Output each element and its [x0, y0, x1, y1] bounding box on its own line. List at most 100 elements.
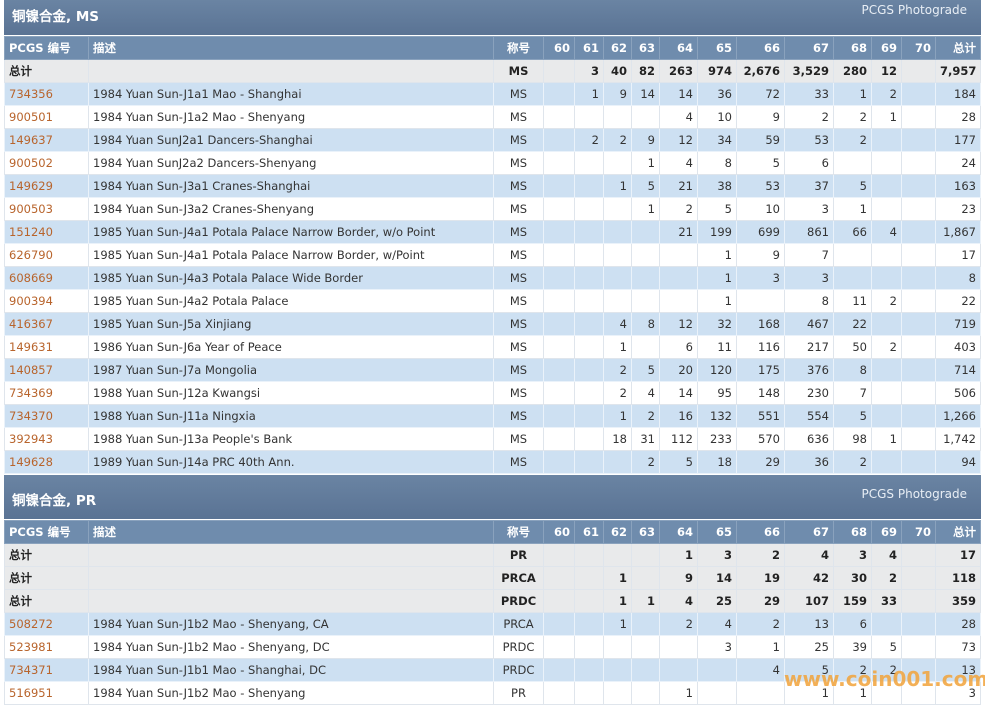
column-header: 67 — [784, 520, 834, 544]
pcgs-number-link[interactable]: 626790 — [9, 248, 53, 262]
cell: 3 — [697, 543, 737, 567]
cell — [574, 450, 604, 474]
cell: 3 — [833, 543, 872, 567]
cell: 120 — [697, 358, 737, 382]
pcgs-number-link[interactable]: 149628 — [9, 455, 53, 469]
column-header: 63 — [631, 520, 660, 544]
cell: 636 — [784, 427, 834, 451]
column-header: 65 — [697, 36, 737, 60]
pcgs-number-link[interactable]: 900502 — [9, 156, 53, 170]
pcgs-number-link[interactable]: 900394 — [9, 294, 53, 308]
cell — [574, 289, 604, 313]
pcgs-number-link[interactable]: 734369 — [9, 386, 53, 400]
cell — [901, 381, 936, 405]
cell: 118 — [935, 566, 981, 590]
cell: 112 — [659, 427, 698, 451]
cell — [901, 82, 936, 106]
cell: 1 — [784, 681, 834, 705]
cell: 53 — [784, 128, 834, 152]
cell: 900502 — [4, 151, 89, 175]
pcgs-number-link[interactable]: 508272 — [9, 617, 53, 631]
cell — [543, 59, 575, 83]
cell: 20 — [659, 358, 698, 382]
pcgs-number-link[interactable]: 734370 — [9, 409, 53, 423]
coin-row: 734369 1988 Yuan Sun-J12a Kwangsi MS 2 4 14 95… — [4, 381, 981, 405]
cell: 132 — [697, 404, 737, 428]
cell: 40 — [603, 59, 632, 83]
cell: 900501 — [4, 105, 89, 129]
cell: 626790 — [4, 243, 89, 267]
cell — [871, 358, 902, 382]
cell: 1985 Yuan Sun-J4a1 Potala Palace Narrow … — [88, 220, 494, 244]
cell: 263 — [659, 59, 698, 83]
cell — [603, 243, 632, 267]
cell: 4 — [871, 543, 902, 567]
pcgs-number-link[interactable]: 516951 — [9, 686, 53, 700]
pcgs-number-link[interactable]: 523981 — [9, 640, 53, 654]
cell: 3 — [697, 635, 737, 659]
cell: 22 — [935, 289, 981, 313]
cell — [871, 128, 902, 152]
pcgs-number-link[interactable]: 149637 — [9, 133, 53, 147]
cell: 9 — [736, 105, 785, 129]
cell — [603, 220, 632, 244]
cell: 1 — [659, 681, 698, 705]
cell — [574, 612, 604, 636]
pcgs-number-link[interactable]: 149631 — [9, 340, 53, 354]
cell: 719 — [935, 312, 981, 336]
cell: 73 — [935, 635, 981, 659]
cell — [543, 358, 575, 382]
pcgs-number-link[interactable]: 608669 — [9, 271, 53, 285]
cell: 1984 Yuan Sun-J3a1 Cranes-Shanghai — [88, 174, 494, 198]
column-header: 称号 — [493, 36, 544, 60]
coin-row: 900501 1984 Yuan Sun-J1a2 Mao - Shenyang M… — [4, 105, 981, 129]
cell — [901, 174, 936, 198]
column-header: 67 — [784, 36, 834, 60]
cell — [543, 450, 575, 474]
cell: 900503 — [4, 197, 89, 221]
cell: 149637 — [4, 128, 89, 152]
cell: 280 — [833, 59, 872, 83]
cell: 14 — [631, 82, 660, 106]
cell: 163 — [935, 174, 981, 198]
cell — [901, 635, 936, 659]
pcgs-number-link[interactable]: 734356 — [9, 87, 53, 101]
pcgs-number-link[interactable]: 900501 — [9, 110, 53, 124]
cell: 1 — [631, 197, 660, 221]
cell: 2 — [833, 450, 872, 474]
column-header: 总计 — [935, 36, 981, 60]
pcgs-number-link[interactable]: 392943 — [9, 432, 53, 446]
pcgs-number-link[interactable]: 416367 — [9, 317, 53, 331]
pcgs-number-link[interactable]: 734371 — [9, 663, 53, 677]
photograde-link[interactable]: PCGS Photograde — [861, 487, 967, 501]
cell — [901, 450, 936, 474]
cell: 94 — [935, 450, 981, 474]
pcgs-number-link[interactable]: 149629 — [9, 179, 53, 193]
cell: 总计 — [4, 543, 89, 567]
cell — [871, 243, 902, 267]
coin-row: 626790 1985 Yuan Sun-J4a1 Potala Palace N… — [4, 243, 981, 267]
cell — [88, 543, 494, 567]
cell: PRDC — [493, 635, 544, 659]
cell — [901, 151, 936, 175]
cell: 59 — [736, 128, 785, 152]
cell: 1,867 — [935, 220, 981, 244]
column-header: 62 — [603, 36, 632, 60]
cell: 1 — [833, 82, 872, 106]
pcgs-number-link[interactable]: 151240 — [9, 225, 53, 239]
coin-row: 149637 1984 Yuan SunJ2a1 Dancers-Shanghai… — [4, 128, 981, 152]
cell: 10 — [736, 197, 785, 221]
cell: 523981 — [4, 635, 89, 659]
cell: MS — [493, 128, 544, 152]
cell: 42 — [784, 566, 834, 590]
cell: 714 — [935, 358, 981, 382]
cell — [631, 681, 660, 705]
cell: 13 — [784, 612, 834, 636]
cell: 1984 Yuan Sun-J1b2 Mao - Shenyang — [88, 681, 494, 705]
photograde-link[interactable]: PCGS Photograde — [861, 3, 967, 17]
cell: MS — [493, 243, 544, 267]
cell: 66 — [833, 220, 872, 244]
pcgs-number-link[interactable]: 140857 — [9, 363, 53, 377]
pcgs-number-link[interactable]: 900503 — [9, 202, 53, 216]
cell — [574, 543, 604, 567]
